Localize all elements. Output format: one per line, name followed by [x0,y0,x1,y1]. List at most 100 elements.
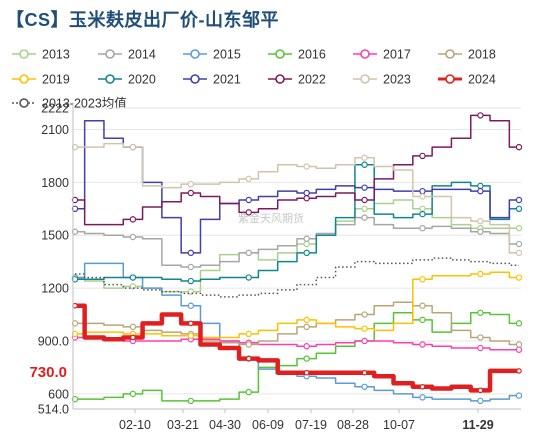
chart-legend: 2013 2014 2015 2016 2017 2018 2019 2020 2021 2022… [12,48,496,111]
y-tick-label: 1800 [41,176,69,190]
data-point [71,395,79,403]
data-point [419,205,426,213]
data-point [245,249,252,257]
data-point [477,344,484,352]
data-point [361,369,368,376]
data-point [419,302,426,309]
legend-item: 2015 [183,48,241,62]
series-2017 [71,334,523,353]
data-point [129,390,137,398]
legend-label: 2016 [298,48,326,62]
data-point [361,325,368,332]
data-point [129,143,137,151]
series-line [75,303,519,393]
legend-swatch-marker [275,49,285,59]
legend-label: 2015 [213,48,241,62]
x-tick-label: 08-28 [337,418,369,432]
series-line [75,163,519,282]
data-point [129,233,137,241]
x-tick-label-highlight: 11-29 [462,418,493,432]
data-point [303,249,310,257]
data-point [515,224,523,232]
data-point [130,334,136,341]
data-point [361,214,368,221]
data-point [515,143,523,151]
data-point [361,184,368,191]
data-point [303,343,310,350]
data-point [515,346,523,353]
data-point [188,320,194,327]
series-line [75,114,519,226]
legend-item: 2018 [438,48,496,62]
data-point [245,196,252,204]
data-point [245,341,252,348]
data-point [515,249,523,257]
legend-swatch-marker [19,74,29,84]
watermark-text: 紫金天风期货 [238,211,304,225]
legend-item: 2013-2023均值 [12,96,127,111]
data-point [515,392,523,399]
legend-label: 2018 [468,48,496,62]
data-point [129,216,137,223]
data-point [419,187,426,195]
data-point [516,368,522,374]
series-2018 [71,301,523,348]
data-point [361,383,368,390]
data-point [187,332,195,339]
legend-item: 2019 [12,73,70,87]
legend-swatch-marker [360,49,370,59]
data-point [303,235,310,242]
data-point [477,228,484,235]
y-tick-label: 2222 [41,102,69,116]
series-layer [71,112,523,405]
data-point [129,323,137,331]
y-tick-label: 514.0 [38,403,69,417]
legend-label: 2017 [383,48,411,62]
data-point [245,175,252,183]
x-tick-label: 06-09 [252,418,284,432]
legend-swatch-marker [190,49,200,59]
data-point [187,277,195,285]
data-point [303,355,310,362]
data-point [361,311,368,318]
data-point [419,276,426,283]
series-line [75,301,519,346]
legend-item: 2020 [98,73,156,87]
data-point [419,316,426,324]
data-point [71,320,79,327]
data-point [515,341,523,348]
data-point [303,323,310,331]
data-point [187,397,195,405]
legend-label: 2023 [383,73,411,87]
legend-label: 2014 [128,48,156,62]
legend-label: 2019 [42,73,70,87]
legend-swatch-marker [445,74,455,84]
data-point [71,228,79,235]
data-point [419,341,426,348]
y-tick-label: 1500 [41,229,69,243]
data-point [71,196,79,204]
data-point [419,394,426,401]
legend-item: 2013 [12,48,70,62]
data-point [71,276,79,283]
data-point [187,263,195,271]
data-point [245,209,252,216]
data-point [361,205,368,213]
y-highlight-label: 730.0 [29,364,67,381]
data-point [361,161,368,168]
series-2023 [71,142,523,257]
data-point [303,163,310,170]
data-point [515,274,523,281]
data-point [187,180,195,188]
data-point [419,210,426,218]
data-point [477,270,484,278]
data-point [245,388,252,396]
legend-label: 2021 [213,73,241,87]
series-line [75,216,519,268]
legend-swatch-marker [19,98,29,108]
data-point [187,302,195,309]
data-point [477,112,484,119]
data-point [515,205,523,213]
legend-item: 2023 [353,73,411,87]
